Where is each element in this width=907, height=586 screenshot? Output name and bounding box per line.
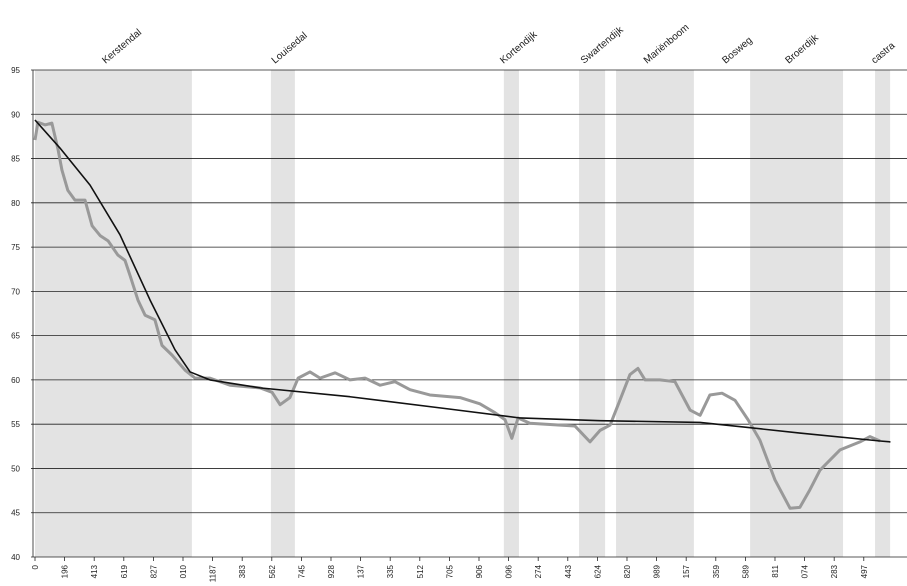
y-tick-label: 85	[11, 155, 20, 164]
x-tick-label: 928	[327, 564, 336, 578]
zone-band	[35, 70, 192, 557]
x-tick-label: 137	[357, 564, 366, 578]
y-tick-label: 40	[11, 553, 20, 562]
x-tick-label: 096	[505, 564, 514, 578]
x-tick-label: 827	[149, 564, 158, 578]
x-tick-label: 283	[830, 564, 839, 578]
x-tick-label: 413	[90, 564, 99, 578]
y-tick-label: 60	[11, 376, 20, 385]
x-tick-label: 745	[297, 564, 306, 578]
zone-label: Bosweg	[720, 35, 754, 66]
x-tick-label: 989	[653, 564, 662, 578]
zone-label: Kortendijk	[498, 29, 540, 67]
y-tick-label: 50	[11, 464, 20, 473]
x-tick-label: 820	[623, 564, 632, 578]
y-tick-label: 45	[11, 509, 20, 518]
zone-band	[503, 70, 519, 557]
zone-band	[579, 70, 606, 557]
x-tick-label: 512	[416, 564, 425, 578]
zone-label: castra	[869, 40, 897, 66]
x-tick-label: 196	[61, 564, 70, 578]
x-tick-label: 383	[238, 564, 247, 578]
y-tick-label: 65	[11, 332, 20, 341]
x-tick-label: 497	[860, 564, 869, 578]
y-tick-label: 95	[11, 66, 20, 75]
x-tick-label: 811	[771, 564, 780, 577]
zone-band	[270, 70, 295, 557]
x-tick-label: 906	[475, 564, 484, 578]
zone-label: Mariënboom	[642, 22, 692, 66]
x-tick-label: 562	[268, 564, 277, 578]
x-tick-label: 624	[593, 564, 602, 578]
zone-band	[616, 70, 694, 557]
x-tick-label: 359	[712, 564, 721, 578]
zone-label: Kerstendal	[100, 27, 144, 66]
x-tick-label: 443	[564, 564, 573, 578]
y-tick-label: 90	[11, 110, 20, 119]
zone-label: Louisedal	[270, 30, 310, 66]
x-tick-label: 589	[741, 564, 750, 578]
y-tick-label: 70	[11, 287, 20, 296]
y-tick-label: 55	[11, 420, 20, 429]
x-tick-label: 335	[386, 564, 395, 578]
x-tick-label: 157	[682, 564, 691, 578]
x-tick-label: 619	[120, 564, 129, 578]
y-tick-label: 75	[11, 243, 20, 252]
x-tick-label: 074	[801, 564, 810, 578]
zone-label: Swartendijk	[579, 24, 626, 66]
zone-band	[875, 70, 891, 557]
x-tick-label: 1187	[209, 564, 218, 582]
zone-label: Broerdijk	[783, 32, 821, 66]
x-tick-label: 705	[445, 564, 454, 578]
y-tick-label: 80	[11, 199, 20, 208]
zone-band	[750, 70, 844, 557]
data-line	[34, 119, 891, 443]
x-tick-label: 010	[179, 564, 188, 578]
data-line	[33, 120, 881, 510]
x-tick-label: 274	[534, 564, 543, 578]
x-tick-label: 0	[31, 564, 40, 569]
